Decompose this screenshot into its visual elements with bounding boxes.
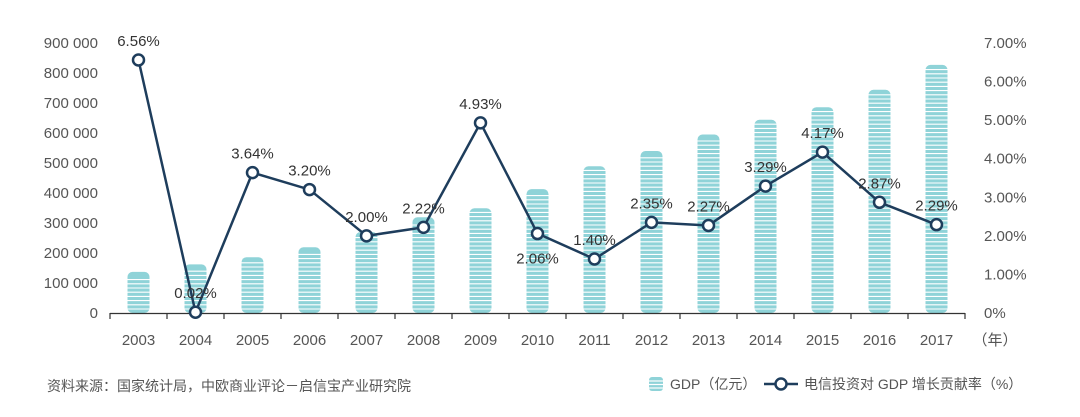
legend-bar-label: GDP（亿元） xyxy=(670,376,757,392)
data-label: 1.40% xyxy=(573,232,616,249)
legend-bar: GDP（亿元） xyxy=(648,374,756,394)
contribution-point xyxy=(359,229,374,243)
data-label: 2.27% xyxy=(687,198,730,215)
gdp-bar xyxy=(526,189,549,313)
data-label: 4.17% xyxy=(801,125,844,142)
data-label: 2.87% xyxy=(858,175,901,192)
x-tick-label: 2005 xyxy=(236,332,269,349)
contribution-point xyxy=(245,165,260,180)
contribution-point xyxy=(416,220,431,235)
y-left-tick-label: 900 000 xyxy=(44,35,98,52)
gdp-bar xyxy=(583,166,606,313)
contribution-point xyxy=(701,218,716,233)
y-left-tick-label: 200 000 xyxy=(44,245,98,262)
contribution-point xyxy=(815,145,830,159)
x-tick-label: 2007 xyxy=(350,332,383,349)
x-tick-label: 2004 xyxy=(179,332,212,349)
contribution-point xyxy=(131,53,146,67)
contribution-point xyxy=(587,252,602,266)
x-tick-label: 2003 xyxy=(122,332,155,349)
data-label: 2.35% xyxy=(630,195,673,212)
line-marker-legend-icon xyxy=(764,377,798,391)
x-tick-label: 2016 xyxy=(863,332,896,349)
y-right-tick-label: 3.00% xyxy=(984,189,1027,206)
y-left-tick-label: 600 000 xyxy=(44,125,98,142)
y-left-tick-label: 400 000 xyxy=(44,185,98,202)
data-label: 2.00% xyxy=(345,209,388,226)
y-right-tick-label: 2.00% xyxy=(984,228,1027,245)
source-note: 资料来源：国家统计局，中欧商业评论－启信宝产业研究院 xyxy=(47,378,411,394)
y-right-tick-label: 4.00% xyxy=(984,151,1027,168)
x-tick-label: 2008 xyxy=(407,332,440,349)
y-right-tick-label: 1.00% xyxy=(984,266,1027,283)
data-label: 6.56% xyxy=(117,33,160,50)
data-label: 3.64% xyxy=(231,146,274,163)
x-tick-label: 2006 xyxy=(293,332,326,349)
contribution-point xyxy=(473,116,488,130)
contribution-point xyxy=(929,217,944,232)
x-tick-label: 2011 xyxy=(578,332,610,349)
x-tick-label: 2010 xyxy=(521,332,554,349)
contribution-point xyxy=(872,195,887,210)
y-right-tick-label: 5.00% xyxy=(984,112,1027,129)
data-label: 4.93% xyxy=(459,96,502,113)
x-tick-label: 2009 xyxy=(464,332,497,349)
x-tick-label: 2015 xyxy=(806,332,839,349)
legend-line: 电信投资对 GDP 增长贡献率（%） xyxy=(764,374,1022,394)
x-axis-unit: （年） xyxy=(972,332,1017,349)
contribution-point xyxy=(758,179,773,193)
y-left-tick-label: 500 000 xyxy=(44,155,98,172)
data-label: 2.22% xyxy=(402,200,445,217)
y-left-tick-label: 300 000 xyxy=(44,215,98,232)
contribution-point xyxy=(188,305,203,319)
y-left-tick-label: 0 xyxy=(90,305,98,322)
gdp-bar xyxy=(469,208,492,313)
y-right-tick-label: 7.00% xyxy=(984,35,1027,52)
data-label: 0.02% xyxy=(174,285,217,302)
y-right-tick-label: 6.00% xyxy=(984,74,1027,91)
x-tick-label: 2014 xyxy=(749,332,782,349)
x-tick-label: 2012 xyxy=(635,332,668,349)
y-right-tick-label: 0% xyxy=(984,305,1006,322)
gdp-bar xyxy=(925,64,948,314)
gdp-bar xyxy=(412,217,435,313)
data-label: 3.29% xyxy=(744,159,787,176)
x-tick-label: 2017 xyxy=(920,332,953,349)
contribution-point xyxy=(644,215,659,230)
data-label: 2.29% xyxy=(915,198,958,215)
gdp-bar xyxy=(640,151,663,313)
legend-line-label: 电信投资对 GDP 增长贡献率（%） xyxy=(804,376,1023,392)
bar-legend-icon xyxy=(649,377,663,391)
contribution-point xyxy=(302,182,317,197)
data-label: 3.20% xyxy=(288,163,331,180)
contribution-point xyxy=(530,226,545,241)
y-left-tick-label: 100 000 xyxy=(44,275,98,292)
y-left-tick-label: 800 000 xyxy=(44,65,98,82)
data-label: 2.06% xyxy=(516,251,559,268)
y-left-tick-label: 700 000 xyxy=(44,95,98,112)
x-tick-label: 2013 xyxy=(692,332,725,349)
